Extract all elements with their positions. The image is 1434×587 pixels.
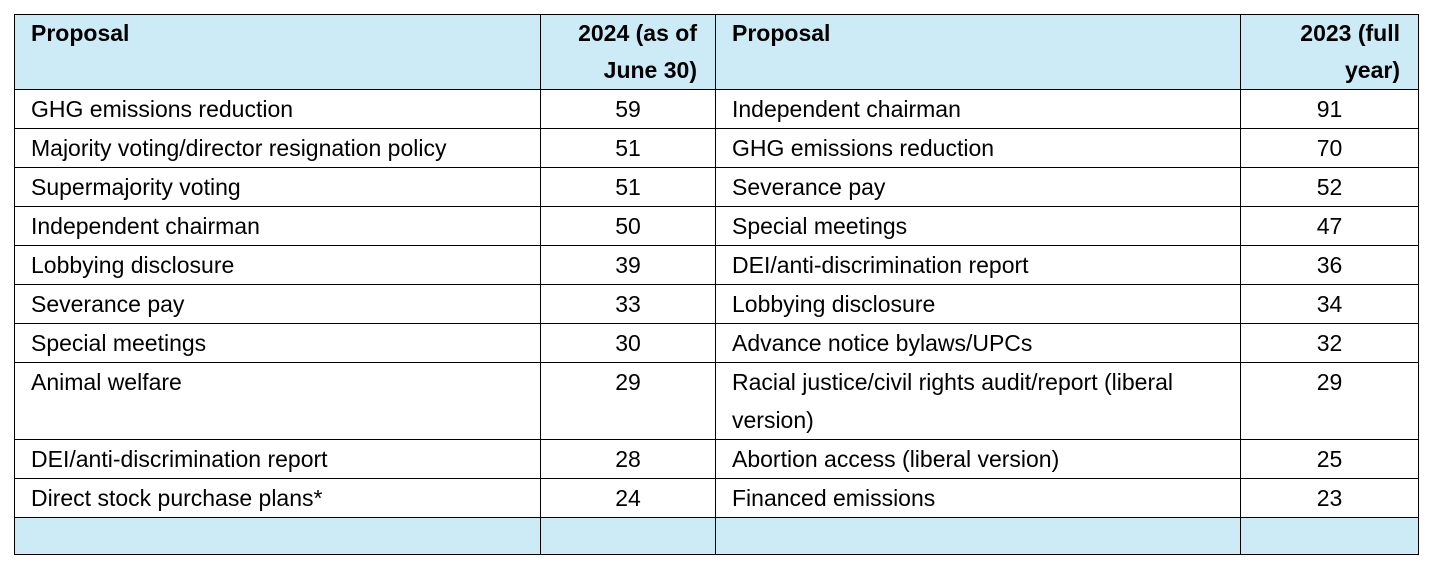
proposal-cell: GHG emissions reduction [715,128,1241,168]
count-cell: 30 [540,323,716,363]
count-cell: 36 [1240,245,1419,285]
count-cell: 25 [1240,439,1419,479]
count-cell: 34 [1240,284,1419,324]
proposal-cell: Direct stock purchase plans* [14,478,541,518]
proposal-cell: Lobbying disclosure [14,245,541,285]
proposal-cell: Abortion access (liberal version) [715,439,1241,479]
table-row: GHG emissions reduction 59 Independent cha… [14,89,1419,129]
table-row: Lobbying disclosure 39 DEI/anti-discrimina… [14,245,1419,285]
proposal-cell: Animal welfare [14,362,541,440]
blank-cell [540,517,716,555]
header-row: Proposal 2024 (as of June 30) Proposal 2… [14,14,1419,90]
table-row: DEI/anti-discrimination report 28 Abortion… [14,439,1419,479]
table-row: Independent chairman 50 Special meetings 47 [14,206,1419,246]
table-row: Supermajority voting 51 Severance pay 52 [14,167,1419,207]
proposal-cell: Supermajority voting [14,167,541,207]
proposal-cell: Severance pay [715,167,1241,207]
header-cell: 2024 (as of June 30) [540,14,716,90]
count-cell: 51 [540,167,716,207]
header-cell: Proposal [14,14,541,90]
count-cell: 23 [1240,478,1419,518]
proposal-table: Proposal 2024 (as of June 30) Proposal 2… [14,14,1419,555]
proposal-cell: DEI/anti-discrimination report [715,245,1241,285]
count-cell: 28 [540,439,716,479]
count-cell: 32 [1240,323,1419,363]
proposal-cell: Independent chairman [715,89,1241,129]
table-body: GHG emissions reduction 59 Independent cha… [14,89,1419,555]
count-cell: 29 [540,362,716,440]
count-cell: 91 [1240,89,1419,129]
proposal-cell: Independent chairman [14,206,541,246]
proposal-cell: Advance notice bylaws/UPCs [715,323,1241,363]
table-row: Direct stock purchase plans* 24 Financed e… [14,478,1419,518]
table-row: Animal welfare 29 Racial justice/civil rig… [14,362,1419,440]
proposal-cell: Racial justice/civil rights audit/report… [715,362,1241,440]
count-cell: 24 [540,478,716,518]
blank-cell [14,517,541,555]
proposal-cell: GHG emissions reduction [14,89,541,129]
count-cell: 39 [540,245,716,285]
table-row: Majority voting/director resignation pol… [14,128,1419,168]
blank-row [14,517,1419,555]
header-cell: Proposal [715,14,1241,90]
blank-cell [715,517,1241,555]
count-cell: 59 [540,89,716,129]
count-cell: 29 [1240,362,1419,440]
proposal-cell: Special meetings [715,206,1241,246]
proposal-cell: Special meetings [14,323,541,363]
proposal-cell: DEI/anti-discrimination report [14,439,541,479]
table-row: Severance pay 33 Lobbying disclosure 34 [14,284,1419,324]
blank-cell [1240,517,1419,555]
count-cell: 51 [540,128,716,168]
table-row: Special meetings 30 Advance notice bylaws/… [14,323,1419,363]
count-cell: 50 [540,206,716,246]
header-cell: 2023 (full year) [1240,14,1419,90]
proposal-cell: Severance pay [14,284,541,324]
proposal-cell: Lobbying disclosure [715,284,1241,324]
count-cell: 33 [540,284,716,324]
proposal-cell: Financed emissions [715,478,1241,518]
count-cell: 47 [1240,206,1419,246]
count-cell: 70 [1240,128,1419,168]
proposal-cell: Majority voting/director resignation pol… [14,128,541,168]
count-cell: 52 [1240,167,1419,207]
